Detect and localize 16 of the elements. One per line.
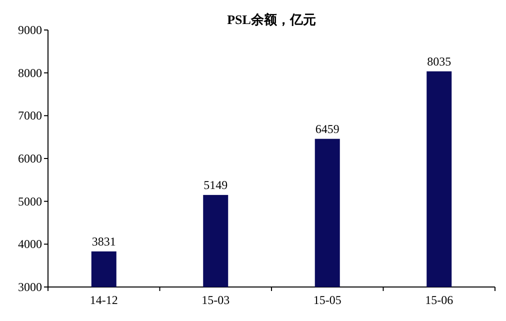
data-label: 5149 — [204, 178, 228, 192]
x-tick-label: 15-03 — [202, 293, 230, 307]
data-label: 8035 — [427, 54, 452, 68]
data-label: 6459 — [315, 122, 340, 136]
data-label: 3831 — [92, 234, 116, 248]
x-tick-label: 15-06 — [425, 293, 454, 307]
x-tick-label: 14-12 — [90, 293, 118, 307]
y-tick-label: 4000 — [18, 237, 42, 252]
y-tick-label: 5000 — [18, 194, 42, 208]
y-tick-label: 3000 — [18, 280, 42, 294]
y-tick-label: 9000 — [18, 23, 42, 37]
y-tick-label: 7000 — [18, 108, 42, 123]
x-tick-label: 15-05 — [313, 293, 342, 307]
chart-title: PSL余额，亿元 — [227, 12, 316, 27]
y-tick-label: 6000 — [18, 152, 42, 166]
y-tick-label: 8000 — [18, 66, 42, 80]
